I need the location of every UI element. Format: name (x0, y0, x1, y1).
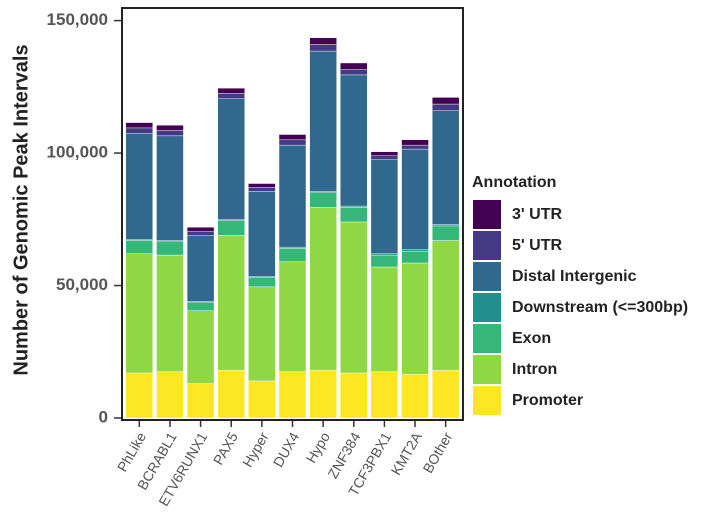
bar-segment (401, 374, 429, 419)
legend-label: Downstream (<=300bp) (512, 299, 688, 316)
legend-key (473, 386, 501, 415)
bar-segment (156, 130, 184, 137)
bar-segment (217, 93, 245, 99)
legend-key (473, 262, 501, 291)
bar-segment (125, 240, 153, 254)
bar-segment (217, 87, 245, 94)
bar-segment (432, 110, 460, 225)
bar-segment (340, 372, 368, 419)
bar-segment (186, 383, 215, 419)
bar-segment (125, 132, 153, 240)
bar-segment (156, 135, 184, 241)
x-tick-label: Hyper (239, 429, 272, 470)
bar-segment (248, 183, 276, 188)
legend-label: Promoter (512, 392, 583, 409)
bar-segment (278, 139, 307, 146)
bar-segment (217, 370, 245, 419)
bar-segment (340, 74, 368, 207)
bar-segment (186, 234, 215, 302)
bar-segment (340, 62, 368, 70)
y-tick-label: 50,000 (56, 275, 108, 294)
y-tick-label: 150,000 (47, 10, 108, 29)
bar-segment (370, 371, 399, 419)
bar-segment (248, 380, 276, 419)
x-tick-label: PAX5 (210, 429, 241, 467)
legend-label: Exon (512, 330, 551, 347)
bar-segment (125, 122, 153, 129)
bar-segment (125, 372, 153, 419)
bar-segment (309, 207, 337, 371)
bar-segment (432, 240, 460, 371)
bar-segment (340, 221, 368, 374)
y-axis-label: Number of Genomic Peak Intervals (10, 44, 32, 375)
bar-segment (278, 248, 307, 262)
plot-border (121, 7, 464, 421)
bar-segment (370, 266, 399, 372)
bar-segment (401, 144, 429, 150)
bar-segment (432, 97, 460, 105)
legend-key (473, 355, 501, 384)
bar-segment (156, 371, 184, 419)
bar-segment (248, 187, 276, 192)
bar-segment (432, 370, 460, 419)
bar-segment (248, 191, 276, 277)
bar-segment (248, 277, 276, 288)
bar-segment (156, 241, 184, 256)
bar-segment (278, 261, 307, 372)
bar-segment (309, 370, 337, 419)
legend-key (473, 231, 501, 260)
bar-segment (278, 371, 307, 419)
bar-segment (340, 207, 368, 223)
bar-segment (401, 139, 429, 146)
bar-segment (156, 125, 184, 131)
x-tick-label: KMT2A (388, 429, 426, 478)
bar-segment (309, 37, 337, 45)
bar-segment (278, 144, 307, 248)
bar-segment (370, 159, 399, 254)
bar-segment (186, 310, 215, 384)
bar-segment (248, 286, 276, 382)
bar-segment (125, 253, 153, 374)
bar-segment (370, 151, 399, 156)
bar-segment (186, 227, 215, 232)
y-tick-label: 100,000 (47, 143, 108, 162)
bar-segment (401, 250, 429, 264)
legend-key (473, 293, 501, 322)
y-tick-label: 0 (99, 407, 108, 426)
bar-segment (309, 50, 337, 192)
legend-title: Annotation (472, 174, 556, 191)
bar-segment (309, 192, 337, 208)
legend-key (473, 324, 501, 353)
legend-key (473, 200, 501, 229)
bar-segment (217, 98, 245, 220)
bar-segment (156, 254, 184, 372)
bar-segment (401, 148, 429, 250)
x-tick-label: Hypo (303, 429, 333, 465)
bar-segment (432, 225, 460, 241)
legend-label: 5' UTR (512, 237, 562, 254)
legend-label: 3' UTR (512, 206, 562, 223)
bar-segment (125, 127, 153, 134)
bar-segment (186, 302, 215, 311)
bar-segment (432, 103, 460, 111)
bar-segment (401, 262, 429, 375)
legend-label: Distal Intergenic (512, 268, 637, 285)
legend-label: Intron (512, 361, 557, 378)
x-tick-label: BOther (419, 429, 455, 476)
bar-segment (370, 254, 399, 268)
bar-segment (217, 220, 245, 236)
bar-segment (340, 69, 368, 76)
bar-segment (309, 44, 337, 52)
bar-segment (278, 134, 307, 141)
x-tick-label: DUX4 (270, 429, 303, 470)
bar-segment (217, 234, 245, 371)
bar-segment (186, 231, 215, 236)
bar-segment (370, 155, 399, 160)
